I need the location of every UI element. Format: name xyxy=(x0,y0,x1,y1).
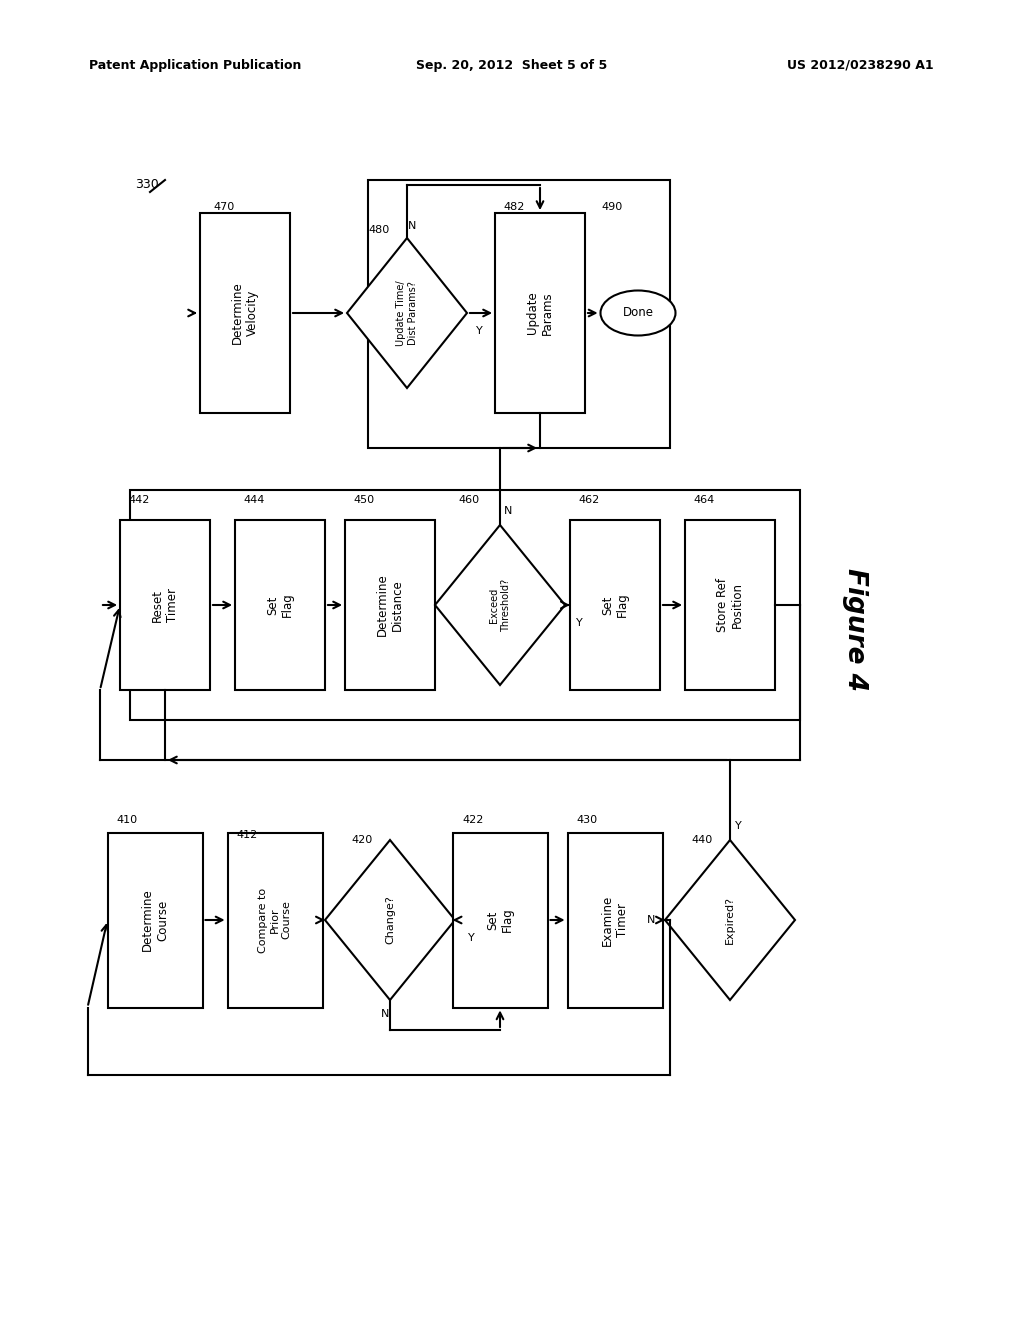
FancyBboxPatch shape xyxy=(227,833,323,1007)
Text: 464: 464 xyxy=(693,495,715,506)
FancyBboxPatch shape xyxy=(108,833,203,1007)
Text: Y: Y xyxy=(575,618,583,628)
Text: Examine
Timer: Examine Timer xyxy=(601,895,629,945)
FancyBboxPatch shape xyxy=(130,490,800,719)
Text: Determine
Velocity: Determine Velocity xyxy=(231,281,259,345)
Text: 422: 422 xyxy=(463,814,484,825)
Text: Set
Flag: Set Flag xyxy=(486,908,514,932)
Text: Determine
Distance: Determine Distance xyxy=(376,574,404,636)
Text: Exceed
Threshold?: Exceed Threshold? xyxy=(489,578,511,631)
Text: Reset
Timer: Reset Timer xyxy=(151,587,179,622)
Text: Change?: Change? xyxy=(385,896,395,944)
FancyBboxPatch shape xyxy=(685,520,775,690)
Polygon shape xyxy=(435,525,565,685)
Text: 440: 440 xyxy=(692,836,713,845)
Text: 412: 412 xyxy=(237,830,258,840)
FancyBboxPatch shape xyxy=(495,213,585,413)
FancyBboxPatch shape xyxy=(345,520,435,690)
Text: Store Ref
Position: Store Ref Position xyxy=(716,578,744,632)
Text: 490: 490 xyxy=(602,202,623,213)
Text: N: N xyxy=(504,506,512,516)
Text: Update Time/
Dist Params?: Update Time/ Dist Params? xyxy=(396,280,418,346)
Text: N: N xyxy=(647,915,655,925)
Text: Patent Application Publication: Patent Application Publication xyxy=(89,58,301,71)
FancyBboxPatch shape xyxy=(234,520,325,690)
Text: 330: 330 xyxy=(135,178,159,191)
Text: 442: 442 xyxy=(129,495,150,506)
Polygon shape xyxy=(665,840,795,1001)
Text: 480: 480 xyxy=(369,224,390,235)
Text: Determine
Course: Determine Course xyxy=(141,888,169,952)
Text: N: N xyxy=(381,1008,389,1019)
FancyBboxPatch shape xyxy=(567,833,663,1007)
Ellipse shape xyxy=(600,290,676,335)
Text: 470: 470 xyxy=(214,202,234,213)
Text: 410: 410 xyxy=(117,814,138,825)
Text: 430: 430 xyxy=(577,814,598,825)
Text: 450: 450 xyxy=(354,495,375,506)
Text: N: N xyxy=(408,220,416,231)
Polygon shape xyxy=(347,238,467,388)
Text: Expired?: Expired? xyxy=(725,896,735,944)
FancyBboxPatch shape xyxy=(120,520,210,690)
Text: Done: Done xyxy=(623,306,653,319)
FancyBboxPatch shape xyxy=(368,180,670,447)
FancyBboxPatch shape xyxy=(453,833,548,1007)
Text: Set
Flag: Set Flag xyxy=(601,593,629,618)
Text: 462: 462 xyxy=(579,495,600,506)
Text: 444: 444 xyxy=(244,495,265,506)
Text: 460: 460 xyxy=(459,495,480,506)
Text: 420: 420 xyxy=(352,836,373,845)
FancyBboxPatch shape xyxy=(570,520,660,690)
Text: Sep. 20, 2012  Sheet 5 of 5: Sep. 20, 2012 Sheet 5 of 5 xyxy=(417,58,607,71)
Text: Y: Y xyxy=(734,821,741,832)
Text: US 2012/0238290 A1: US 2012/0238290 A1 xyxy=(786,58,933,71)
Text: Figure 4: Figure 4 xyxy=(842,569,868,692)
FancyBboxPatch shape xyxy=(200,213,290,413)
Text: Y: Y xyxy=(468,933,474,942)
Polygon shape xyxy=(325,840,455,1001)
Text: Compare to
Prior
Course: Compare to Prior Course xyxy=(258,887,292,953)
Text: Set
Flag: Set Flag xyxy=(266,593,294,618)
Text: 482: 482 xyxy=(504,202,525,213)
Text: Y: Y xyxy=(475,326,482,337)
Text: Update
Params: Update Params xyxy=(526,292,554,335)
